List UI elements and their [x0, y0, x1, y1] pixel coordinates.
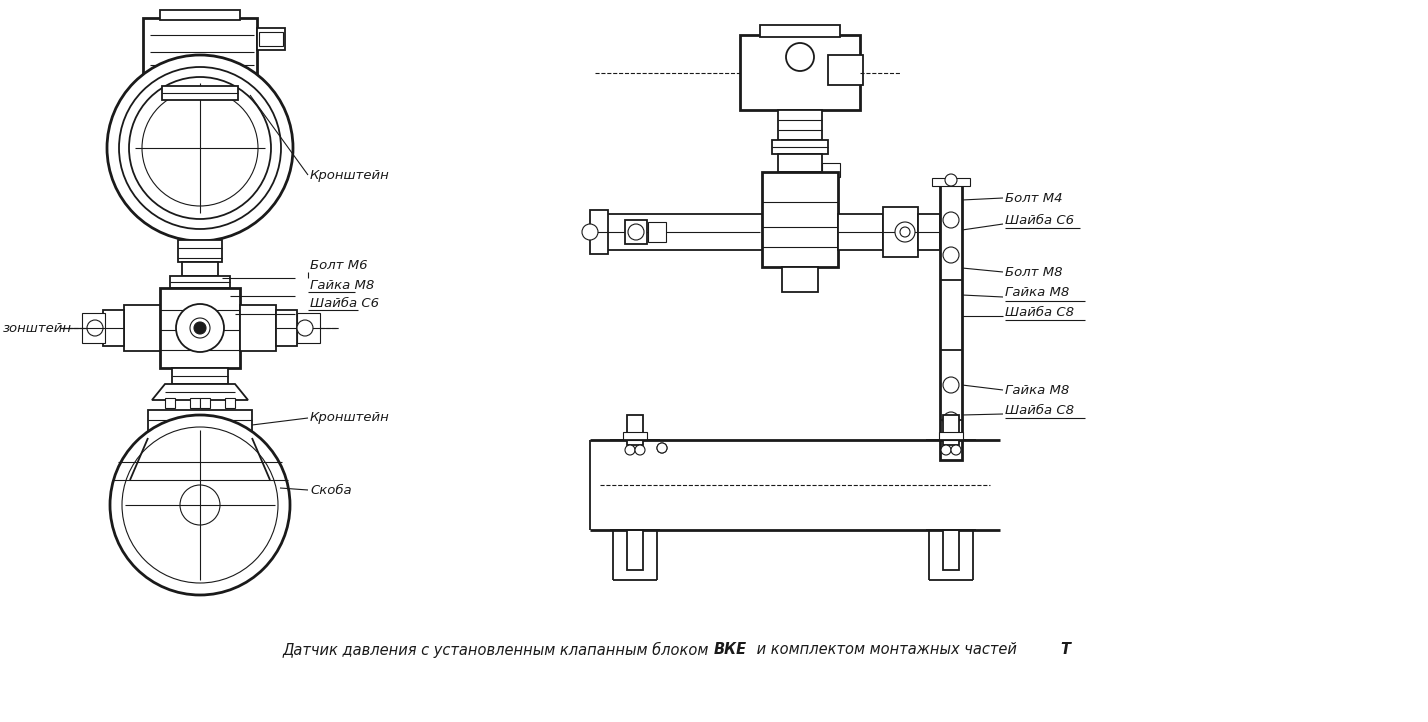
Text: Кронштейн: Кронштейн [310, 412, 390, 425]
Circle shape [121, 427, 278, 583]
Circle shape [951, 445, 961, 455]
Circle shape [110, 415, 290, 595]
Text: Шайба С8: Шайба С8 [1005, 404, 1074, 417]
Text: и комплектом монтажных частей: и комплектом монтажных частей [753, 643, 1021, 658]
Circle shape [635, 445, 645, 455]
Bar [178, 240, 221, 262]
Text: зонштейн: зонштейн [3, 321, 71, 334]
Bar [932, 178, 970, 186]
Text: Гайка М8: Гайка М8 [1005, 287, 1070, 300]
Circle shape [180, 485, 220, 525]
Bar [590, 210, 608, 254]
Bar [783, 267, 818, 292]
Text: Болт М6: Болт М6 [310, 259, 367, 272]
Bar [276, 310, 297, 346]
Circle shape [129, 77, 271, 219]
Bar [918, 214, 940, 250]
Text: Датчик давления с установленным клапанным блоком: Датчик давления с установленным клапанны… [283, 642, 714, 658]
Circle shape [942, 247, 960, 263]
Circle shape [194, 322, 206, 334]
Circle shape [87, 320, 103, 336]
Text: Шайба С6: Шайба С6 [1005, 214, 1074, 227]
Circle shape [942, 377, 960, 393]
Bar [190, 398, 200, 408]
Circle shape [895, 222, 915, 242]
Bar [778, 154, 823, 172]
Text: Гайка М8: Гайка М8 [310, 279, 374, 292]
Circle shape [657, 443, 667, 453]
Bar [942, 530, 960, 570]
Text: Шайба С8: Шайба С8 [1005, 305, 1074, 318]
Text: ВКЕ: ВКЕ [714, 643, 747, 658]
Circle shape [941, 445, 951, 455]
Bar [257, 28, 286, 50]
Bar [763, 172, 838, 267]
Bar [151, 438, 248, 456]
Bar [823, 163, 840, 177]
Bar [166, 398, 176, 408]
Bar [149, 410, 251, 438]
Bar [81, 313, 106, 343]
Bar [940, 432, 962, 440]
Bar [103, 310, 124, 346]
Bar [143, 18, 257, 86]
Text: Скоба: Скоба [310, 484, 351, 497]
Circle shape [107, 55, 293, 241]
Bar [648, 222, 665, 242]
Circle shape [900, 227, 910, 237]
Bar [883, 207, 918, 257]
Bar [181, 262, 218, 276]
Bar [171, 368, 228, 384]
Bar [627, 415, 643, 445]
Bar [940, 180, 962, 460]
Circle shape [297, 320, 313, 336]
Bar [200, 398, 210, 408]
Bar [740, 35, 860, 110]
Text: Болт М4: Болт М4 [1005, 191, 1062, 204]
Bar [170, 276, 230, 288]
Bar [297, 313, 320, 343]
Bar [258, 32, 283, 46]
Bar [760, 25, 840, 37]
Circle shape [945, 174, 957, 186]
Polygon shape [151, 384, 248, 400]
Bar [161, 86, 238, 100]
Text: Кронштейн: Кронштейн [310, 168, 390, 181]
Bar [160, 10, 240, 20]
Text: Болт М8: Болт М8 [1005, 266, 1062, 279]
Circle shape [942, 212, 960, 228]
Bar [838, 214, 883, 250]
Circle shape [628, 224, 644, 240]
Circle shape [583, 224, 598, 240]
Bar [773, 140, 828, 154]
Circle shape [176, 304, 224, 352]
Circle shape [625, 445, 635, 455]
Circle shape [119, 67, 281, 229]
Circle shape [942, 412, 960, 428]
Bar [627, 530, 643, 570]
Circle shape [657, 443, 667, 453]
Bar [160, 288, 240, 368]
Bar [778, 110, 823, 140]
Circle shape [141, 90, 258, 206]
Circle shape [190, 318, 210, 338]
Circle shape [785, 43, 814, 71]
Bar [625, 220, 647, 244]
Text: Гайка М8: Гайка М8 [1005, 383, 1070, 396]
Bar [226, 398, 236, 408]
Text: Шайба С6: Шайба С6 [310, 297, 378, 310]
Bar [605, 214, 763, 250]
Bar [124, 305, 160, 351]
Bar [240, 305, 276, 351]
Text: Т: Т [1060, 643, 1070, 658]
Bar [828, 55, 863, 85]
Bar [623, 432, 647, 440]
Bar [942, 415, 960, 445]
